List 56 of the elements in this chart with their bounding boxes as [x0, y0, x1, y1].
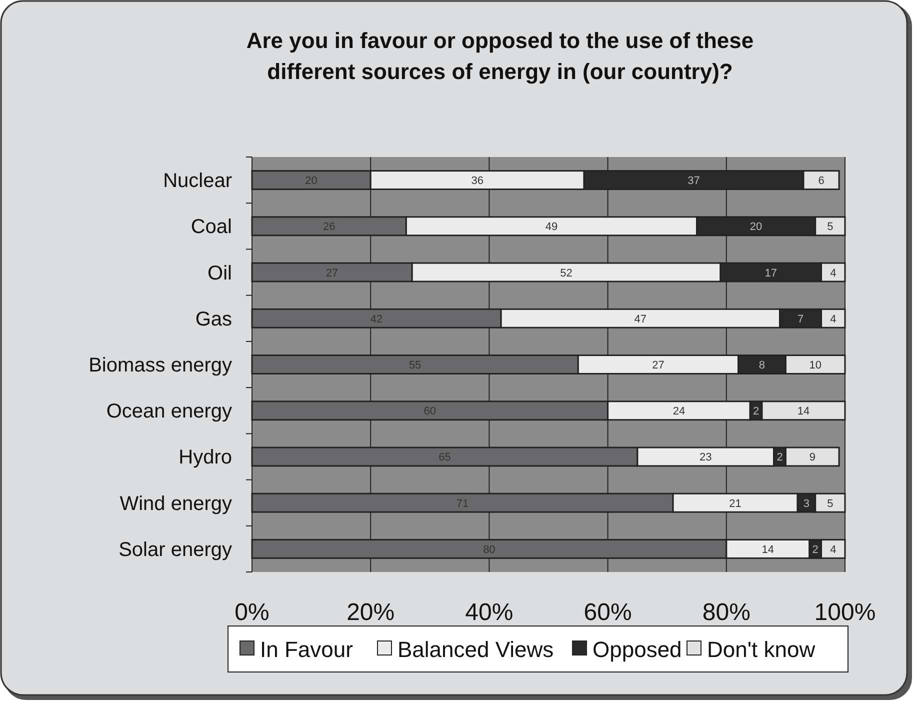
data-label: 5	[827, 221, 834, 234]
data-label: 52	[560, 267, 572, 280]
y-tick-label: Biomass energy	[88, 354, 232, 376]
data-label: 14	[762, 544, 774, 556]
data-label: 4	[830, 313, 836, 326]
data-label: 2	[776, 452, 783, 464]
y-tick-label: Coal	[190, 216, 232, 238]
data-label: 6	[818, 175, 824, 188]
data-label: 10	[809, 360, 822, 372]
data-label: 2	[812, 544, 818, 556]
legend-label: Don't know	[707, 637, 816, 662]
data-label: 37	[688, 175, 700, 188]
data-label: 27	[326, 267, 338, 280]
x-tick-label: 80%	[702, 599, 750, 626]
data-label: 7	[797, 313, 804, 326]
x-tick-label: 20%	[346, 599, 395, 626]
x-tick-label: 60%	[584, 599, 632, 626]
data-label: 20	[305, 175, 318, 188]
legend-label: Opposed	[592, 637, 682, 662]
data-label: 49	[545, 221, 558, 234]
data-label: 20	[750, 221, 762, 234]
legend-label: In Favour	[260, 637, 353, 662]
data-label: 55	[408, 360, 422, 372]
y-tick-label: Solar energy	[118, 538, 232, 561]
data-label: 9	[809, 452, 816, 464]
y-tick-label: Gas	[195, 308, 232, 330]
data-label: 5	[827, 498, 834, 510]
data-label: 27	[652, 360, 664, 372]
y-tick-label: Ocean energy	[106, 400, 232, 423]
data-label: 4	[830, 544, 836, 556]
data-label: 26	[322, 221, 336, 234]
data-label: 14	[797, 406, 810, 418]
data-label: 3	[803, 498, 810, 510]
data-label: 80	[483, 544, 496, 556]
data-label: 21	[729, 498, 742, 510]
y-tick-label: Oil	[208, 262, 232, 284]
data-label: 36	[471, 175, 484, 188]
x-tick-label: 0%	[234, 599, 270, 626]
data-label: 17	[764, 267, 777, 280]
chart-title: Are you in favour or opposed to the use of these different sources of energy in (our country)?	[246, 28, 754, 84]
data-label: 23	[700, 452, 712, 464]
data-label: 8	[758, 360, 766, 372]
data-label: 2	[752, 406, 760, 418]
data-label: 4	[830, 267, 836, 280]
data-label: 65	[438, 452, 451, 464]
x-tick-label: 40%	[465, 599, 514, 626]
y-tick-label: Wind energy	[120, 492, 232, 515]
data-label: 71	[456, 498, 469, 510]
data-label: 42	[370, 313, 383, 326]
data-label: 47	[634, 313, 647, 326]
data-label: 60	[424, 406, 436, 418]
data-label: 24	[672, 406, 686, 418]
x-tick-label: 100%	[814, 599, 876, 626]
legend-label: Balanced Views	[398, 637, 554, 662]
y-tick-label: Hydro	[178, 446, 232, 469]
y-tick-label: Nuclear	[163, 170, 232, 192]
